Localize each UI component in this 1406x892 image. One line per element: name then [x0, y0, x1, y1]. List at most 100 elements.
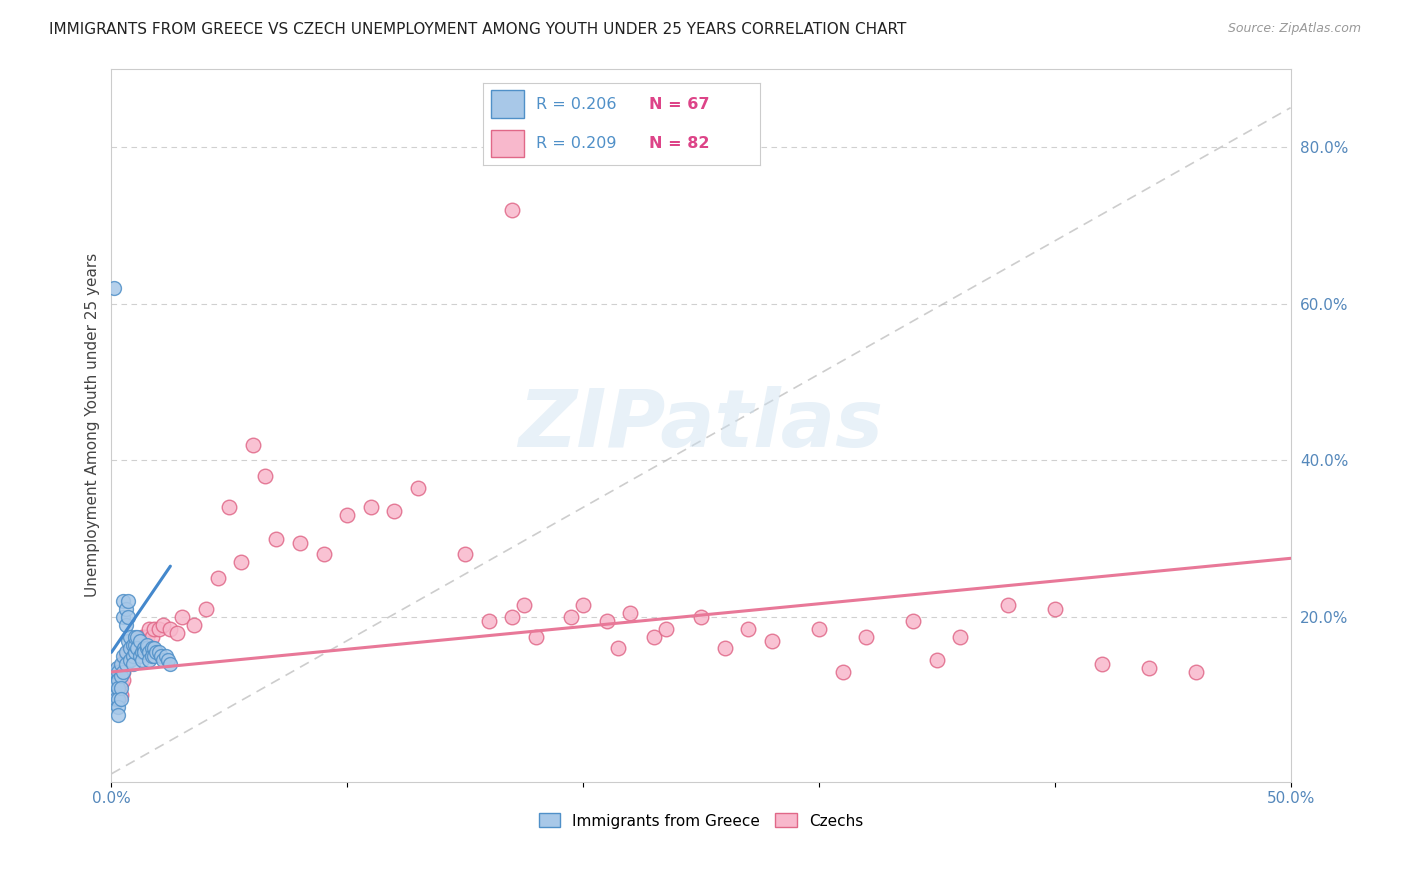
- Point: [103, 281, 125, 295]
- Point: [105, 673, 128, 687]
- Point: [124, 638, 146, 652]
- Point: [114, 649, 136, 664]
- Point: [105, 689, 128, 703]
- Point: [127, 633, 149, 648]
- Point: [949, 630, 972, 644]
- Point: [117, 653, 139, 667]
- Point: [384, 504, 406, 518]
- Point: [114, 657, 136, 672]
- Point: [690, 610, 713, 624]
- Point: [713, 641, 735, 656]
- Point: [925, 653, 948, 667]
- Point: [149, 649, 172, 664]
- Point: [104, 665, 127, 679]
- Point: [120, 653, 142, 667]
- Point: [207, 571, 229, 585]
- Point: [501, 610, 523, 624]
- Point: [903, 614, 925, 628]
- Point: [218, 500, 240, 515]
- Point: [121, 641, 143, 656]
- Point: [131, 645, 153, 659]
- Point: [110, 692, 132, 706]
- Point: [124, 645, 146, 659]
- Point: [654, 622, 676, 636]
- Point: [572, 599, 595, 613]
- Point: [737, 622, 759, 636]
- Point: [855, 630, 877, 644]
- Text: Source: ZipAtlas.com: Source: ZipAtlas.com: [1227, 22, 1361, 36]
- Point: [112, 665, 135, 679]
- Point: [152, 618, 174, 632]
- Point: [643, 630, 665, 644]
- Point: [112, 610, 135, 624]
- Point: [112, 673, 135, 687]
- Point: [103, 684, 125, 698]
- Point: [103, 676, 125, 690]
- Point: [114, 618, 136, 632]
- Point: [107, 692, 129, 706]
- Point: [142, 641, 165, 656]
- Point: [112, 594, 135, 608]
- Point: [107, 708, 129, 723]
- Point: [138, 622, 160, 636]
- Point: [107, 673, 129, 687]
- Point: [406, 481, 429, 495]
- Point: [112, 649, 135, 664]
- Point: [107, 673, 129, 687]
- Point: [110, 669, 132, 683]
- Point: [120, 653, 142, 667]
- Point: [141, 649, 163, 664]
- Point: [110, 669, 132, 683]
- Point: [1137, 661, 1160, 675]
- Point: [124, 638, 146, 652]
- Point: [761, 633, 783, 648]
- Point: [135, 630, 157, 644]
- Point: [107, 692, 129, 706]
- Point: [134, 645, 156, 659]
- Point: [288, 535, 311, 549]
- Point: [117, 645, 139, 659]
- Point: [128, 633, 150, 648]
- Point: [336, 508, 359, 523]
- Point: [560, 610, 582, 624]
- Point: [253, 469, 276, 483]
- Point: [142, 622, 165, 636]
- Point: [172, 610, 194, 624]
- Point: [120, 645, 142, 659]
- Point: [120, 630, 142, 644]
- Point: [138, 653, 160, 667]
- Y-axis label: Unemployment Among Youth under 25 years: Unemployment Among Youth under 25 years: [86, 253, 100, 598]
- Point: [120, 641, 142, 656]
- Point: [104, 665, 127, 679]
- Point: [103, 676, 125, 690]
- Point: [121, 649, 143, 664]
- Point: [128, 649, 150, 664]
- Point: [1185, 665, 1208, 679]
- Point: [148, 645, 170, 659]
- Point: [242, 438, 264, 452]
- Point: [229, 555, 252, 569]
- Point: [607, 641, 630, 656]
- Point: [131, 653, 153, 667]
- Point: [121, 638, 143, 652]
- Point: [266, 532, 288, 546]
- Point: [138, 645, 160, 659]
- Point: [360, 500, 382, 515]
- Point: [110, 681, 132, 695]
- Point: [124, 645, 146, 659]
- Point: [595, 614, 617, 628]
- Point: [101, 665, 124, 679]
- Point: [105, 665, 128, 679]
- Point: [1043, 602, 1066, 616]
- Point: [135, 641, 157, 656]
- Point: [131, 630, 153, 644]
- Point: [117, 594, 139, 608]
- Point: [807, 622, 830, 636]
- Point: [454, 548, 477, 562]
- Point: [105, 676, 128, 690]
- Point: [159, 657, 181, 672]
- Point: [141, 641, 163, 656]
- Point: [103, 669, 125, 683]
- Point: [117, 633, 139, 648]
- Point: [194, 602, 217, 616]
